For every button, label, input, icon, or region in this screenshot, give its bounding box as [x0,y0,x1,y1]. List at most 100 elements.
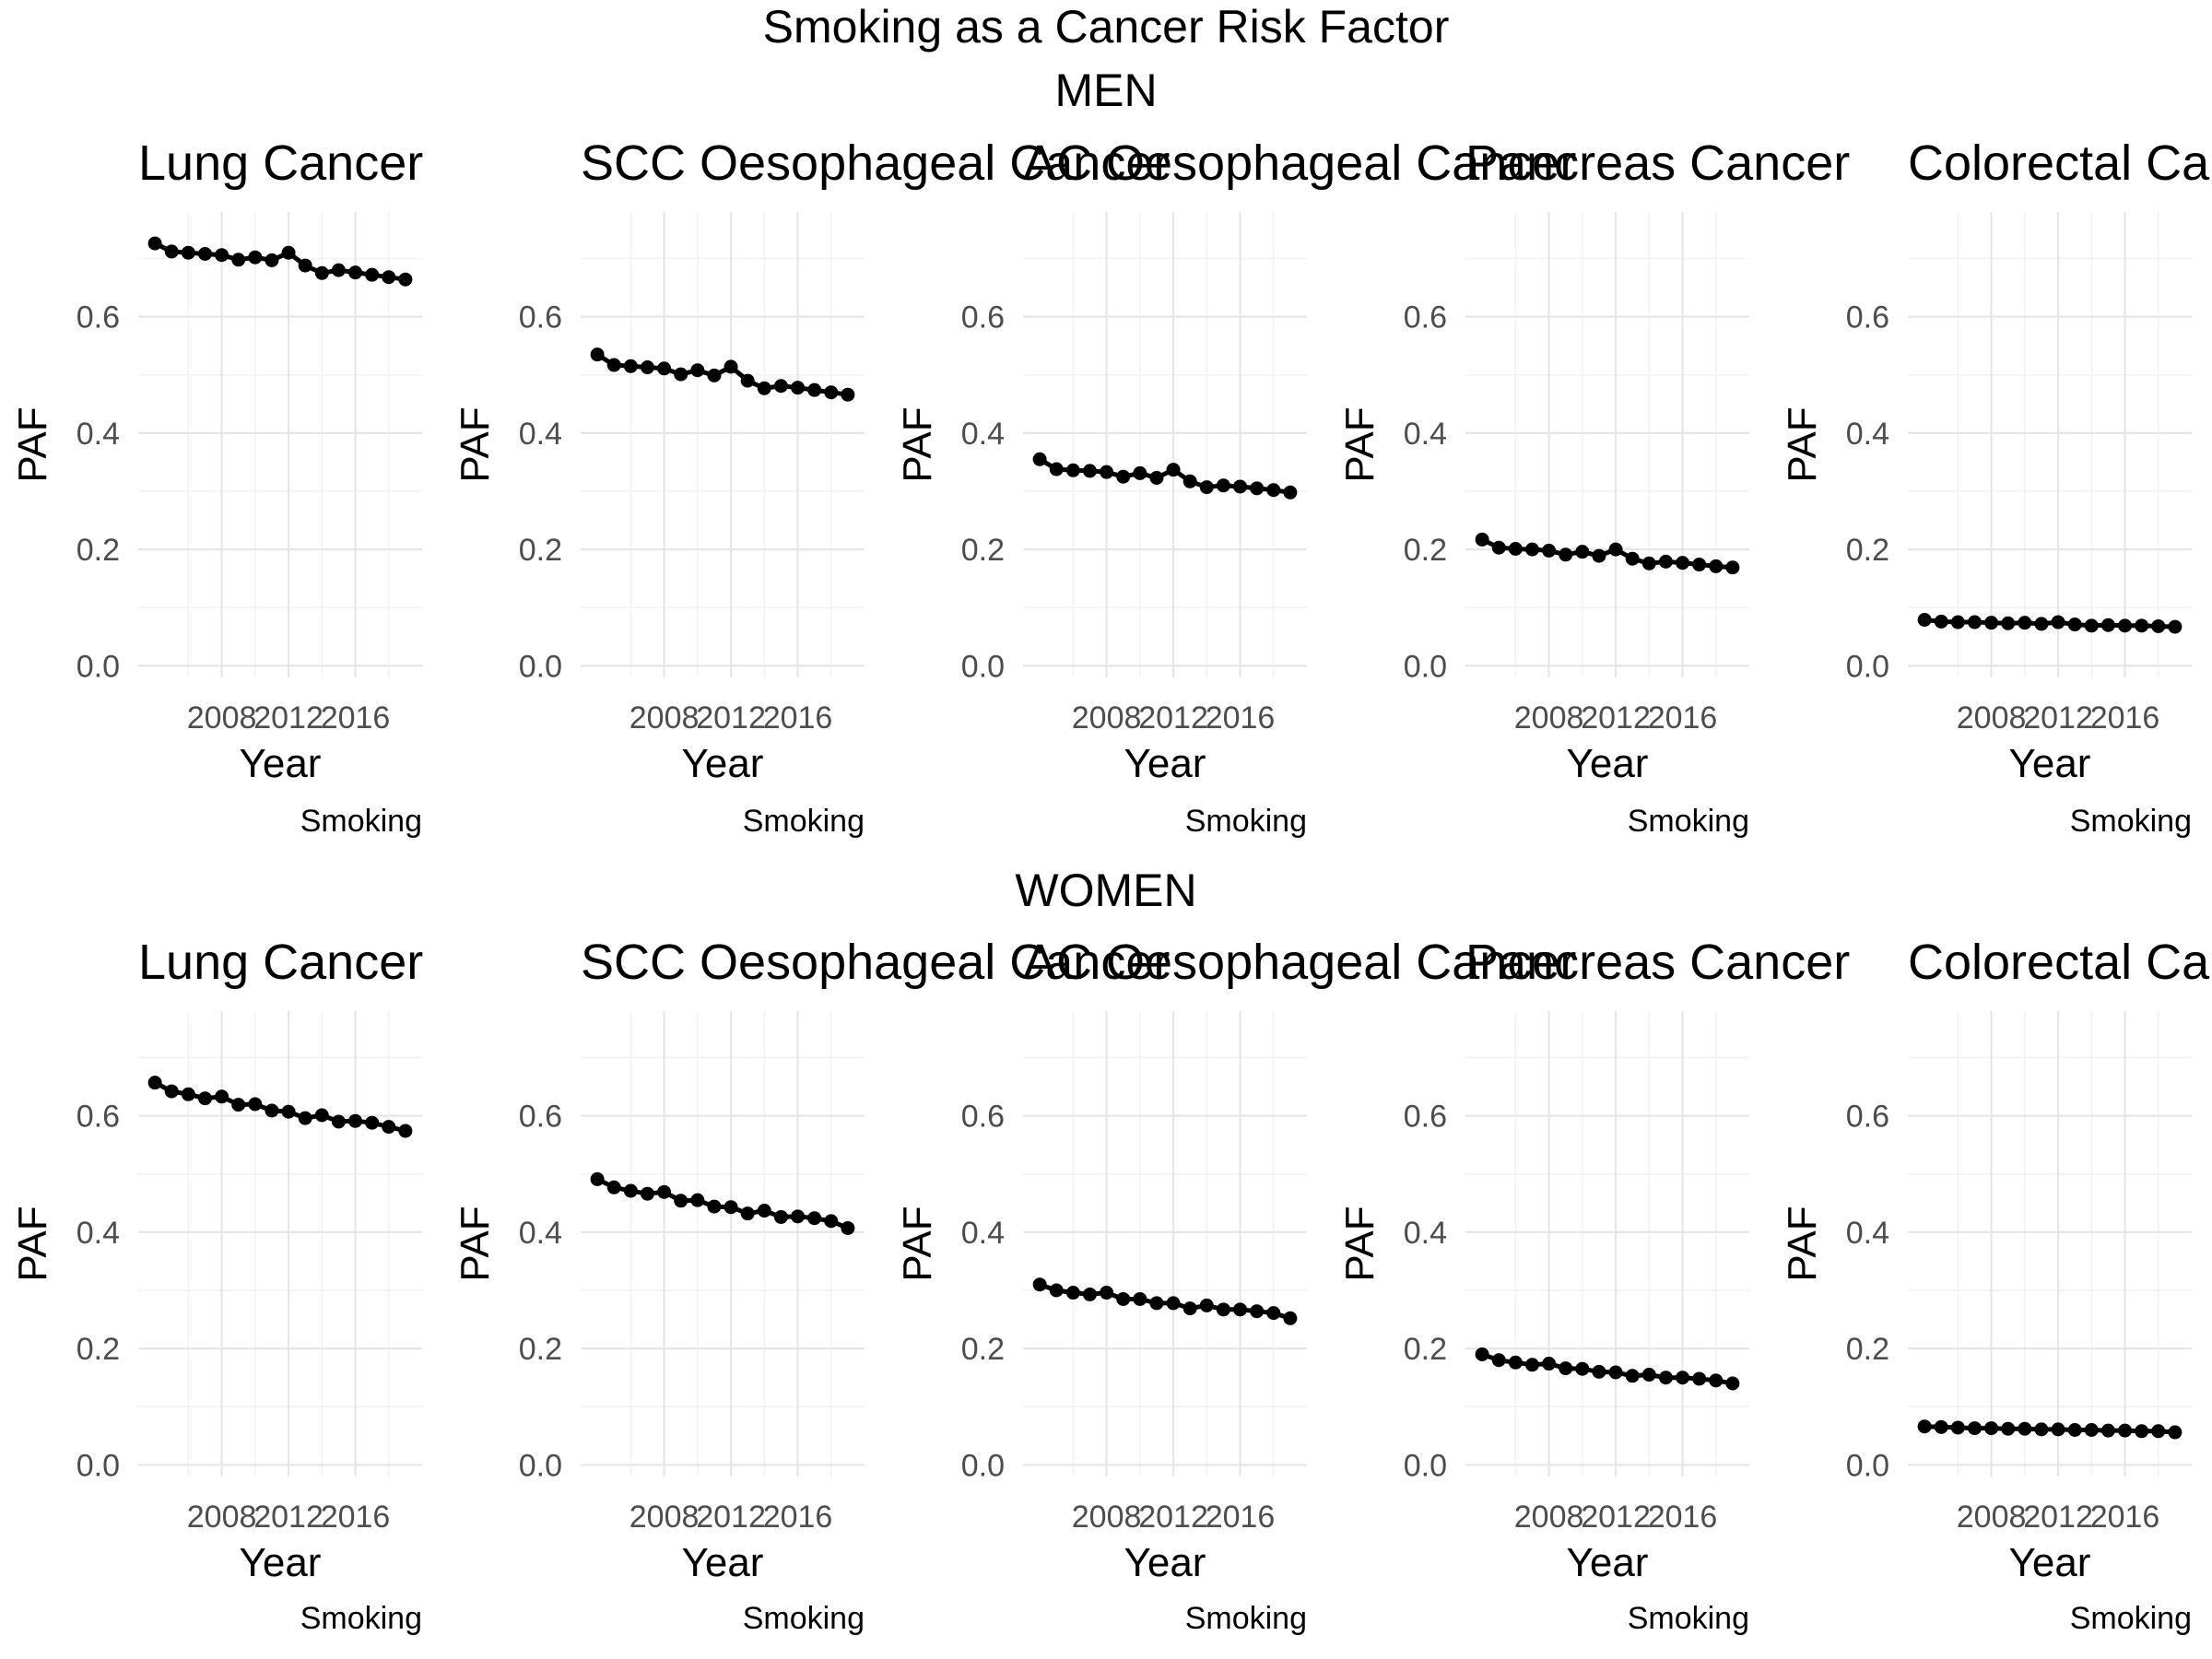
x-tick-label: 2012 [1138,1500,1208,1535]
data-point [2151,618,2166,633]
y-axis-label: PAF [453,1206,498,1281]
data-point [1984,1421,1999,1436]
y-tick-label: 0.4 [519,1216,562,1251]
data-point [2001,616,2016,630]
y-tick-label: 0.4 [519,417,562,452]
data-point [1709,1373,1724,1388]
y-tick-label: 0.6 [961,300,1005,335]
data-point [1608,1365,1623,1380]
y-tick-label: 0.4 [961,417,1005,452]
data-point [348,1113,363,1128]
x-tick-label: 2008 [1072,1500,1142,1535]
x-axis-label: Year [1567,1540,1649,1585]
group-label-men: MEN [1054,65,1157,116]
x-tick-label: 2012 [696,1500,766,1535]
y-tick-label: 0.2 [1404,1332,1447,1367]
series-line [1924,618,2175,629]
data-point [215,1089,229,1104]
x-tick-label: 2012 [2023,1500,2093,1535]
data-point [231,1098,246,1112]
data-point [1934,1419,1948,1434]
data-point [2051,1422,2065,1437]
data-point [2100,1423,2115,1438]
data-point [657,1184,672,1199]
y-axis-label: PAF [895,1206,940,1281]
data-point [1100,465,1114,479]
data-point [331,1114,346,1129]
data-point [1725,1376,1740,1391]
y-tick-label: 0.0 [1846,1448,1889,1483]
data-point [1182,1301,1197,1316]
data-point [2118,1423,2133,1438]
data-point [2034,617,2049,631]
data-point [1233,479,1248,494]
data-point [331,263,346,277]
data-point [314,1108,329,1123]
data-point [398,1124,413,1138]
y-tick-label: 0.6 [1846,300,1889,335]
y-tick-label: 0.2 [1404,533,1447,568]
x-tick-label: 2016 [321,700,391,735]
series-line [153,1080,406,1134]
group-label-women: WOMEN [1015,865,1196,916]
x-tick-label: 2008 [629,1500,700,1535]
data-point [2118,618,2133,633]
data-point [640,360,654,375]
data-point [1508,541,1523,556]
data-point [164,244,179,259]
data-point [1692,1371,1707,1386]
data-point [1559,547,1573,562]
data-point [640,1186,654,1201]
y-tick-label: 0.6 [1404,300,1447,335]
y-tick-label: 0.4 [1846,417,1889,452]
panel-title: Pancreas Cancer [1465,935,1850,990]
x-tick-label: 2012 [1138,700,1208,735]
x-tick-label: 2016 [1648,700,1718,735]
x-axis-label: Year [1567,741,1649,786]
panel-caption: Smoking [1628,1601,1749,1636]
data-point [791,381,806,395]
data-point [1592,1364,1606,1379]
data-point [1065,463,1080,477]
data-point [215,248,229,263]
y-tick-label: 0.2 [961,1332,1005,1367]
panel-caption: Smoking [1185,1601,1307,1636]
y-tick-label: 0.6 [76,300,120,335]
x-tick-label: 2008 [1514,700,1584,735]
y-axis-label: PAF [10,1206,55,1281]
y-tick-label: 0.0 [1404,649,1447,684]
data-point [1166,1296,1181,1311]
data-point [2168,1425,2183,1440]
y-tick-label: 0.0 [1846,649,1889,684]
data-point [1692,558,1707,572]
data-point [1524,542,1539,557]
y-axis-label: PAF [1780,406,1825,482]
y-tick-label: 0.0 [76,649,120,684]
data-point [841,387,855,402]
y-tick-label: 0.6 [1404,1100,1447,1135]
panel-title: AC Oesophageal Cancer [1023,935,1576,990]
data-point [590,347,605,362]
figure-title: Smoking as a Cancer Risk Factor [763,1,1450,53]
x-tick-label: 2008 [1514,1500,1584,1535]
data-point [365,1115,380,1130]
data-point [674,1194,688,1208]
data-point [1658,554,1673,569]
data-point [2135,618,2149,633]
y-tick-label: 0.0 [961,649,1005,684]
y-tick-label: 0.4 [76,1216,120,1251]
data-point [1266,1306,1281,1321]
x-tick-label: 2016 [1206,1500,1276,1535]
panel-title: Colorectal Cancer [1908,135,2212,191]
x-tick-label: 2008 [187,700,257,735]
data-point [1524,1358,1539,1372]
data-point [724,1200,738,1215]
data-point [1100,1286,1114,1300]
data-point [1133,1291,1147,1306]
data-point [707,1199,722,1214]
